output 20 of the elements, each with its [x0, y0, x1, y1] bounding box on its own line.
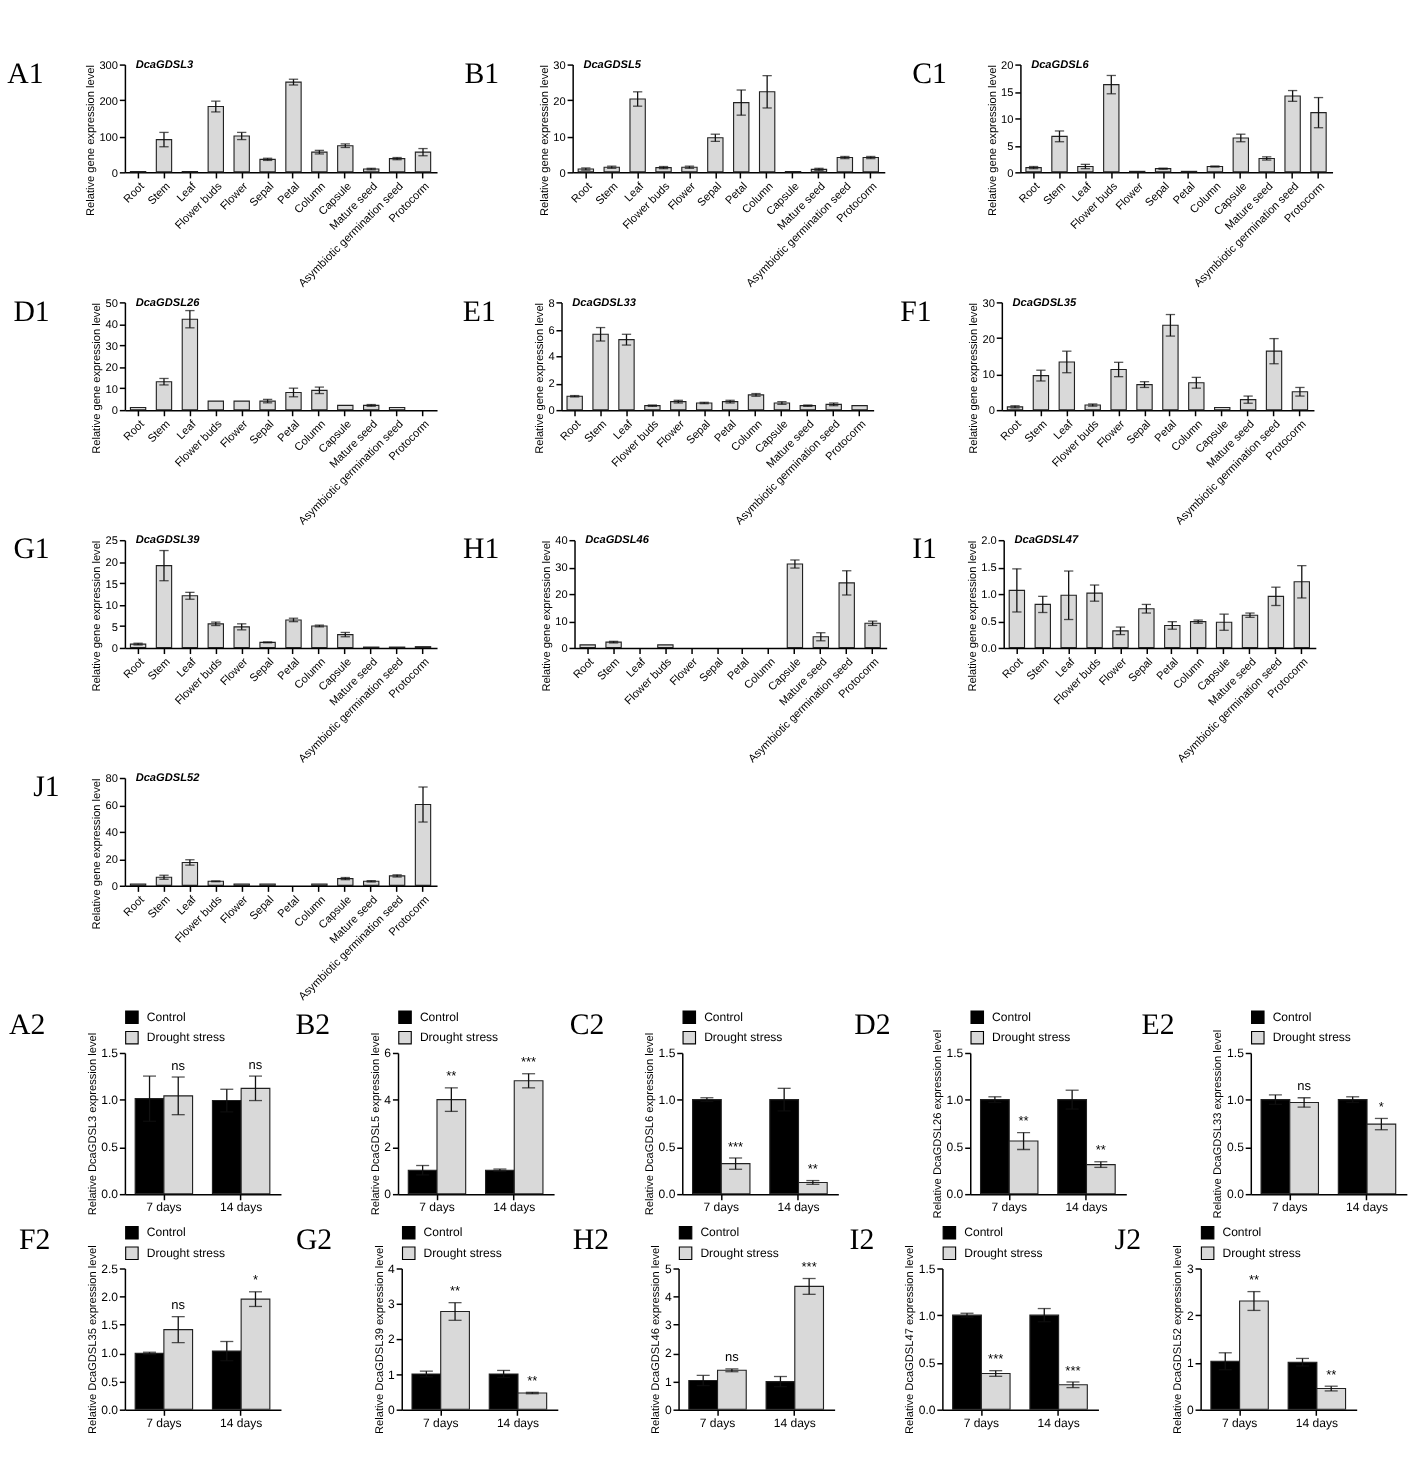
chart-title: B1	[464, 58, 500, 91]
chart-title: J2	[1114, 1225, 1142, 1258]
chart-title: H1	[463, 534, 500, 567]
chart-title: A1	[7, 58, 44, 91]
chart-title: G2	[295, 1225, 333, 1258]
chart-title: I2	[849, 1225, 875, 1258]
chart-title: D1	[13, 296, 50, 329]
chart-title: I1	[912, 534, 937, 567]
chart-title: A2	[9, 1009, 46, 1042]
chart-title: E1	[462, 296, 496, 329]
chart-title: D2	[854, 1009, 891, 1042]
chart-title: H2	[572, 1225, 610, 1258]
chart-title: F1	[900, 296, 932, 329]
chart-title: J1	[33, 772, 60, 805]
chart-title: B2	[295, 1009, 331, 1042]
chart-title: C1	[912, 58, 947, 91]
chart-title: F2	[18, 1225, 51, 1258]
chart-title: C2	[569, 1009, 605, 1042]
chart-title: E2	[1141, 1009, 1175, 1042]
chart-title: G1	[13, 534, 50, 567]
